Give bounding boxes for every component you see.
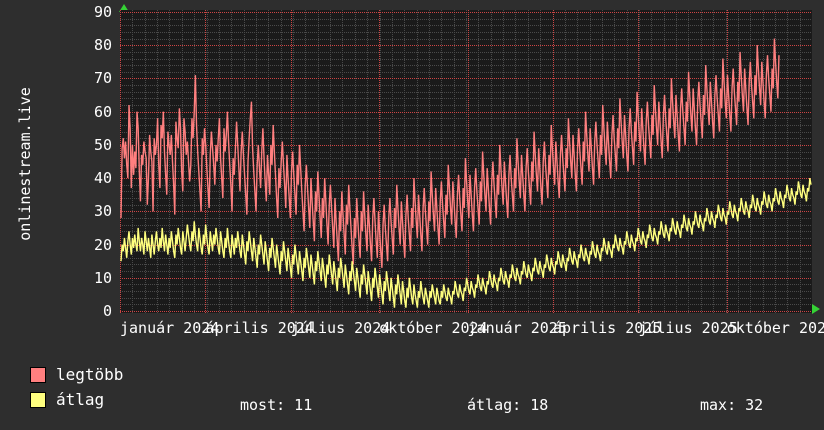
y-tick-label: 60 xyxy=(93,102,112,121)
legend-label-atlag: átlag xyxy=(56,389,105,409)
legend: legtöbb átlag xyxy=(30,362,123,412)
x-tick-label: január 2024 xyxy=(120,319,220,337)
legend-item-legtobb: legtöbb xyxy=(30,362,123,387)
series-line-átlag xyxy=(120,177,812,308)
y-tick-label: 90 xyxy=(93,3,112,21)
x-axis-arrow-icon xyxy=(812,304,820,314)
stat-max: max: 32 xyxy=(700,396,764,414)
y-axis-arrow-icon xyxy=(119,4,129,12)
major-gridlines xyxy=(120,10,812,313)
stat-atlag: átlag: 18 xyxy=(467,396,549,414)
x-tick-label: október 2025 xyxy=(726,319,824,337)
legend-label-legtobb: legtöbb xyxy=(56,364,124,384)
plot-area xyxy=(120,10,812,313)
legend-swatch-atlag xyxy=(30,391,46,408)
x-tick-label: január 2025 xyxy=(467,319,567,337)
stat-most: most: 11 xyxy=(240,396,313,414)
y-tick-label: 30 xyxy=(93,202,112,221)
y-tick-label: 20 xyxy=(93,235,112,254)
x-tick-label: július 2024 xyxy=(290,319,391,337)
x-tick-label: április 2024 xyxy=(205,319,314,337)
legend-swatch-legtobb xyxy=(30,366,46,383)
y-tick-label: 40 xyxy=(93,169,112,188)
y-tick-label: 10 xyxy=(93,268,112,287)
x-tick-label: július 2025 xyxy=(638,319,738,337)
y-tick-label: 70 xyxy=(93,69,112,88)
y-tick-label: 50 xyxy=(93,135,112,154)
y-axis-tick-labels: 0 10 20 30 40 50 60 70 80 90 xyxy=(0,0,112,430)
chart-svg xyxy=(120,10,812,313)
series-line-legtöbb xyxy=(120,38,780,268)
x-axis-tick-labels: január 2024 április 2024 július 2024 októbe… xyxy=(0,318,824,342)
y-tick-label: 0 xyxy=(102,302,112,320)
x-tick-label: április 2025 xyxy=(552,319,662,337)
x-tick-label: október 2024 xyxy=(379,319,488,337)
legend-item-atlag: átlag xyxy=(30,387,123,412)
y-tick-label: 80 xyxy=(93,36,112,55)
